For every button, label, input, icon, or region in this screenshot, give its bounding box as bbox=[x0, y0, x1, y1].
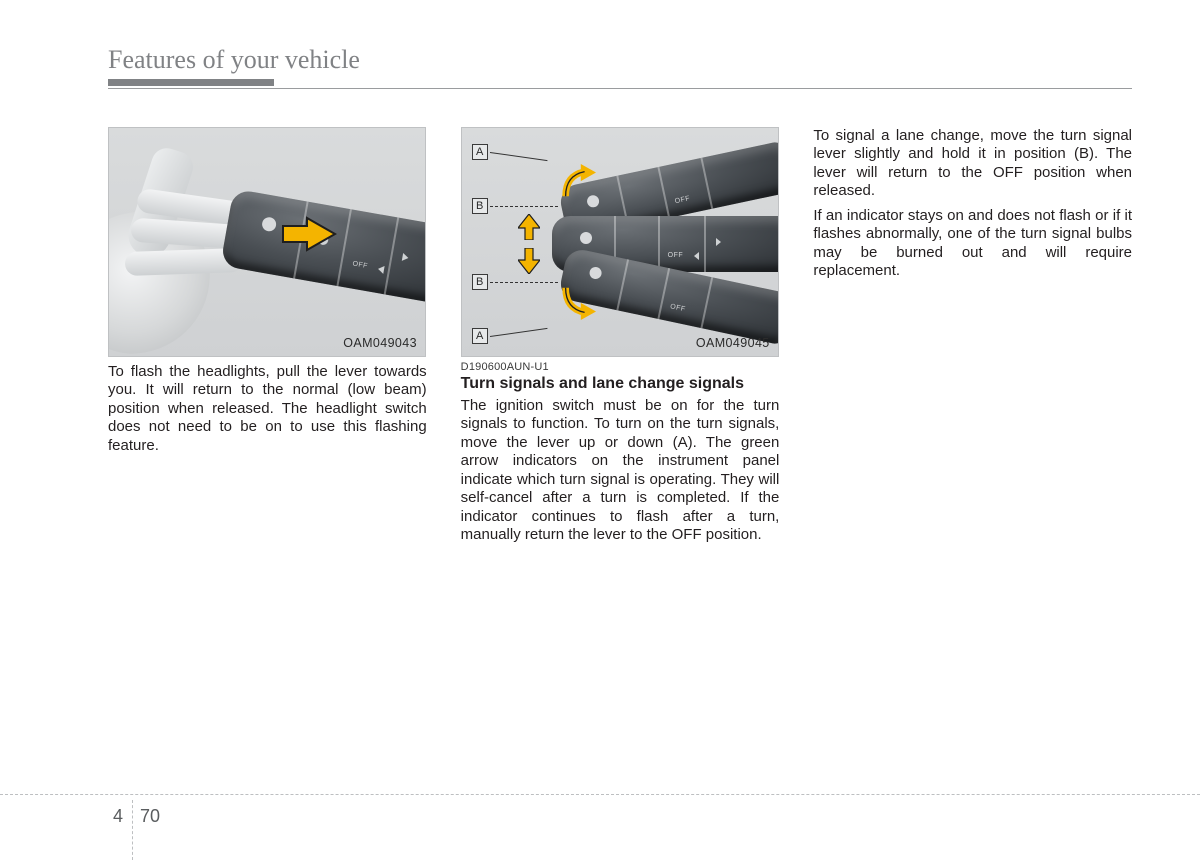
footer-dash-horizontal bbox=[0, 794, 1200, 795]
col3-p2: If an indicator stays on and does not fl… bbox=[813, 207, 1132, 281]
doc-code: D190600AUN-U1 bbox=[461, 361, 780, 373]
label-B-bottom: B bbox=[472, 274, 488, 290]
leader-b-bottom bbox=[490, 282, 558, 283]
col1-body: To flash the headlights, pull the lever … bbox=[108, 363, 427, 455]
page-title: Features of your vehicle bbox=[108, 45, 1132, 75]
leader-b-top bbox=[490, 206, 558, 207]
column-3: To signal a lane change, move the turn s… bbox=[813, 127, 1132, 545]
figure-headlight-flash: OFF OAM049043 bbox=[108, 127, 426, 357]
page-content: Features of your vehicle bbox=[0, 0, 1200, 545]
label-A-bottom: A bbox=[472, 328, 488, 344]
label-B-top: B bbox=[472, 198, 488, 214]
column-1: OFF OAM049043 To flash the headlights, p… bbox=[108, 127, 427, 545]
content-columns: OFF OAM049043 To flash the headlights, p… bbox=[108, 127, 1132, 545]
col2-body: The ignition switch must be on for the t… bbox=[461, 397, 780, 545]
header-thin-rule bbox=[108, 88, 1132, 89]
label-A-top: A bbox=[472, 144, 488, 160]
figure-caption-1: OAM049043 bbox=[343, 336, 417, 350]
arrow-up-icon bbox=[558, 164, 596, 202]
figure-turn-signal: OFF OFF OFF bbox=[461, 127, 779, 357]
leader-a-bottom bbox=[490, 328, 548, 337]
arrow-b-up-icon bbox=[518, 214, 540, 245]
header-thick-rule bbox=[108, 79, 274, 86]
footer-dash-vertical bbox=[132, 800, 133, 860]
section-heading: Turn signals and lane change signals bbox=[461, 375, 780, 393]
column-2: OFF OFF OFF bbox=[461, 127, 780, 545]
arrow-down-icon bbox=[558, 282, 596, 320]
leader-a-top bbox=[490, 152, 548, 161]
flash-arrow-icon bbox=[281, 214, 341, 259]
chapter-number: 4 bbox=[113, 806, 123, 827]
col3-p1: To signal a lane change, move the turn s… bbox=[813, 127, 1132, 201]
hand-illustration bbox=[108, 142, 241, 352]
arrow-b-down-icon bbox=[518, 248, 540, 279]
page-number: 70 bbox=[140, 806, 160, 827]
figure-caption-2: OAM049045 bbox=[696, 336, 770, 350]
